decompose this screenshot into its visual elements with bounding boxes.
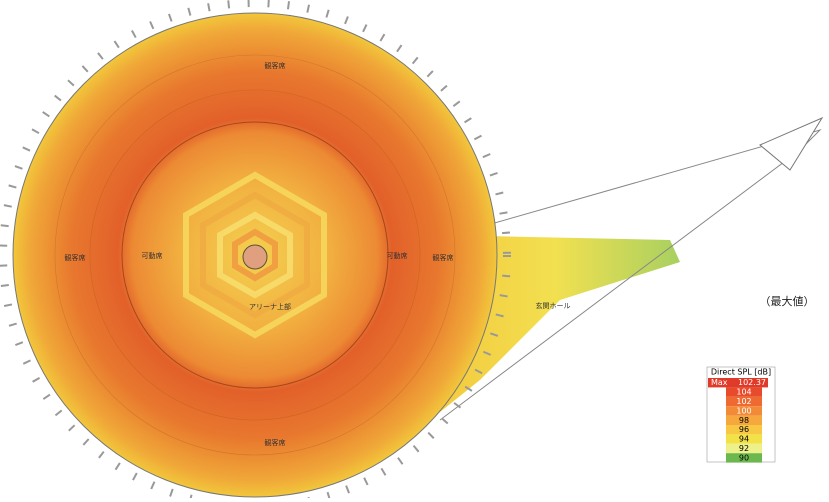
legend-swatch: [726, 396, 762, 407]
legend-max-row: [708, 378, 768, 388]
label: 可動席: [387, 251, 408, 260]
ring: [121, 121, 389, 389]
legend-value: 98: [739, 416, 749, 425]
label: 観客席: [433, 253, 454, 262]
legend-value: 90: [739, 453, 749, 462]
legend-swatch: [726, 434, 762, 444]
legend-swatch: [726, 453, 762, 463]
label: アリーナ上部: [249, 302, 291, 311]
outer-ring: [0, 0, 511, 502]
label: 玄関ホール: [536, 301, 571, 310]
label: 観客席: [265, 61, 286, 70]
legend-swatch: [726, 406, 762, 416]
legend-max-value: 102.37: [738, 378, 766, 387]
ring: [54, 54, 456, 456]
legend: Direct SPL [dB] Max 102.37104102100989694…: [706, 366, 776, 463]
outline: [439, 128, 822, 421]
ring: [89, 89, 421, 421]
legend-max-label: Max: [711, 378, 728, 387]
legend-title: Direct SPL [dB]: [711, 368, 771, 377]
legend-swatch: [726, 443, 762, 454]
legend-value: 102: [736, 397, 751, 406]
hex-rings: [183, 171, 327, 339]
legend-value: 104: [736, 388, 751, 397]
legend-value: 92: [739, 444, 749, 453]
label: 可動席: [142, 251, 163, 260]
note: （最大値）: [760, 294, 815, 308]
legend-value: 100: [736, 406, 751, 415]
tip: [759, 116, 824, 171]
label: 観客席: [265, 438, 286, 447]
legend-value: 96: [739, 425, 749, 434]
legend-swatch: [726, 425, 762, 435]
legend-swatch: [726, 415, 762, 425]
label: 観客席: [65, 253, 86, 262]
legend-value: 94: [739, 435, 749, 444]
legend-swatch: [726, 387, 762, 397]
speaker: [242, 244, 268, 270]
